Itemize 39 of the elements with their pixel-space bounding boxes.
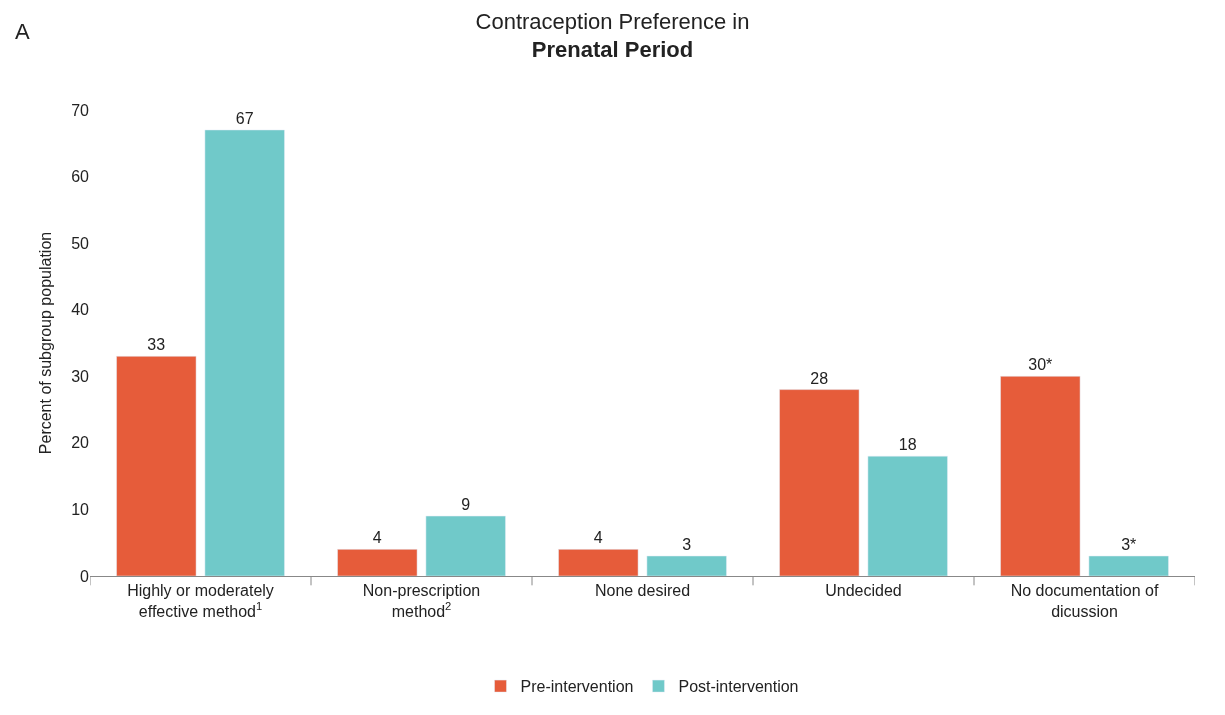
y-tick-label: 50 — [71, 234, 90, 252]
data-label: 4 — [593, 529, 603, 547]
y-tick-label: 10 — [71, 501, 90, 519]
data-label: 9 — [461, 496, 471, 514]
y-tick-label: 0 — [80, 567, 90, 585]
data-label: 28 — [810, 369, 829, 387]
y-tick-label: 30 — [71, 367, 90, 385]
chart-title: Contraception Preference in — [475, 8, 750, 34]
data-label: 3* — [1121, 536, 1137, 554]
data-label: 33 — [147, 336, 166, 354]
bar — [1000, 376, 1081, 576]
y-axis-title: Percent of subgroup population — [37, 231, 55, 455]
bar — [867, 455, 948, 576]
data-label: 18 — [898, 436, 917, 454]
y-tick-label: 70 — [71, 101, 90, 119]
bar — [337, 549, 418, 576]
y-tick-label: 40 — [71, 301, 90, 319]
text: A — [15, 19, 30, 44]
bar — [558, 549, 639, 576]
x-tick-label: Undecided — [825, 582, 902, 600]
x-tick-label: No documentation of dicussion — [1010, 582, 1159, 620]
legend-label: Post-intervention — [678, 678, 799, 696]
legend-label: Pre-intervention — [520, 678, 634, 696]
chart-subtitle: Prenatal Period — [531, 37, 694, 63]
bar — [425, 515, 506, 576]
y-tick-label: 60 — [71, 168, 90, 186]
x-tick-label: Non-prescription method$^{2}$ — [362, 582, 481, 620]
data-label: 30* — [1028, 356, 1053, 374]
bar — [204, 129, 285, 576]
data-label: 3 — [682, 536, 692, 554]
x-tick-label: Highly or moderately effective method$^{1}$ — [127, 582, 274, 620]
data-label: 67 — [235, 109, 254, 127]
data-label: 4 — [372, 529, 382, 547]
bar — [1088, 555, 1169, 576]
bar — [779, 389, 860, 576]
x-tick-label: None desired — [594, 582, 691, 600]
bar — [646, 555, 727, 576]
y-tick-label: 20 — [71, 434, 90, 452]
bar — [116, 356, 197, 576]
